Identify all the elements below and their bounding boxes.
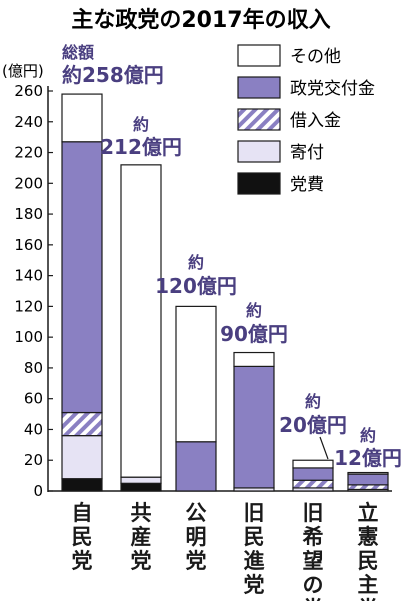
legend-label: 政党交付金 (290, 79, 375, 99)
total-label-value: 約258億円 (62, 63, 164, 87)
y-tick-label: 40 (24, 420, 43, 438)
bar-segment-other (61, 93, 103, 143)
y-tick-label: 240 (14, 113, 43, 131)
y-axis-unit-label: (億円) (2, 62, 44, 80)
bar-segment-subsidy (175, 441, 217, 492)
y-tick-label: 140 (14, 267, 43, 285)
bar-segment-donation (61, 435, 103, 480)
legend-label: 寄付 (290, 143, 324, 163)
bar-segment-other (175, 305, 217, 443)
y-tick-label: 180 (14, 205, 43, 223)
total-label-prefix: 約 (188, 253, 204, 272)
total-label-value: 20億円 (279, 413, 347, 437)
total-label-value: 120億円 (155, 274, 237, 298)
y-tick-label: 160 (14, 236, 43, 254)
legend-label: その他 (290, 47, 341, 67)
category-label: 旧民進党 (244, 501, 265, 597)
leader-line (319, 436, 329, 460)
bar-segment-other (233, 351, 275, 367)
bar-segment-loan (61, 411, 103, 437)
y-tick-label: 20 (24, 451, 43, 469)
category-label: 立憲民主党 (358, 501, 379, 601)
chart-title: 主な政党の2017年の収入 (71, 7, 330, 33)
category-label: 旧希望の党 (303, 501, 324, 601)
legend-label: 党費 (290, 175, 324, 195)
y-tick-label: 100 (14, 328, 43, 346)
bar-segment-subsidy (292, 467, 334, 481)
bar-segment-dues (61, 478, 103, 492)
legend-label: 借入金 (290, 111, 341, 131)
category-label: 共産党 (131, 501, 152, 573)
legend-swatch-other (237, 44, 281, 67)
bar-segment-other (347, 471, 389, 475)
bar-segment-subsidy (61, 141, 103, 414)
total-label-prefix: 約 (305, 392, 321, 411)
y-axis-ticks: 0 20 40 60 80 100 120 140 160 180 200 220 240 260 (14, 82, 53, 500)
y-tick-label: 220 (14, 144, 43, 162)
bars (61, 93, 389, 492)
bar-segment-loan (347, 484, 389, 491)
total-label-prefix: 約 (133, 115, 149, 134)
category-label: 公明党 (186, 501, 207, 573)
category-label: 自民党 (72, 501, 93, 573)
legend-swatch-loan (237, 108, 281, 131)
y-tick-label: 120 (14, 297, 43, 315)
y-tick-label: 60 (24, 390, 43, 408)
total-label-prefix: 約 (246, 301, 262, 320)
legend-swatch-subsidy (237, 76, 281, 99)
total-label-value: 212億円 (100, 135, 182, 159)
total-label-value: 90億円 (220, 322, 288, 346)
total-label-prefix: 総額 (62, 43, 94, 62)
bar-segment-subsidy (347, 473, 389, 486)
bar-segment-other (292, 459, 334, 469)
legend-swatch-dues (237, 172, 281, 195)
y-tick-label: 200 (14, 174, 43, 192)
bar-segment-donation (120, 476, 162, 484)
bar-segment-loan (292, 479, 334, 489)
total-label-prefix: 約 (360, 426, 376, 445)
bar-segment-dues (120, 482, 162, 492)
legend-swatch-donation (237, 140, 281, 163)
category-labels: 自民党 共産党 公明党 旧民進党 旧希望の党 立憲民主党 (72, 501, 379, 601)
total-label-value: 12億円 (334, 446, 402, 470)
y-tick-label: 260 (14, 82, 43, 100)
bar-segment-other (120, 164, 162, 478)
bar-segment-subsidy (233, 365, 275, 489)
y-tick-label: 0 (33, 482, 43, 500)
y-tick-label: 80 (24, 359, 43, 377)
